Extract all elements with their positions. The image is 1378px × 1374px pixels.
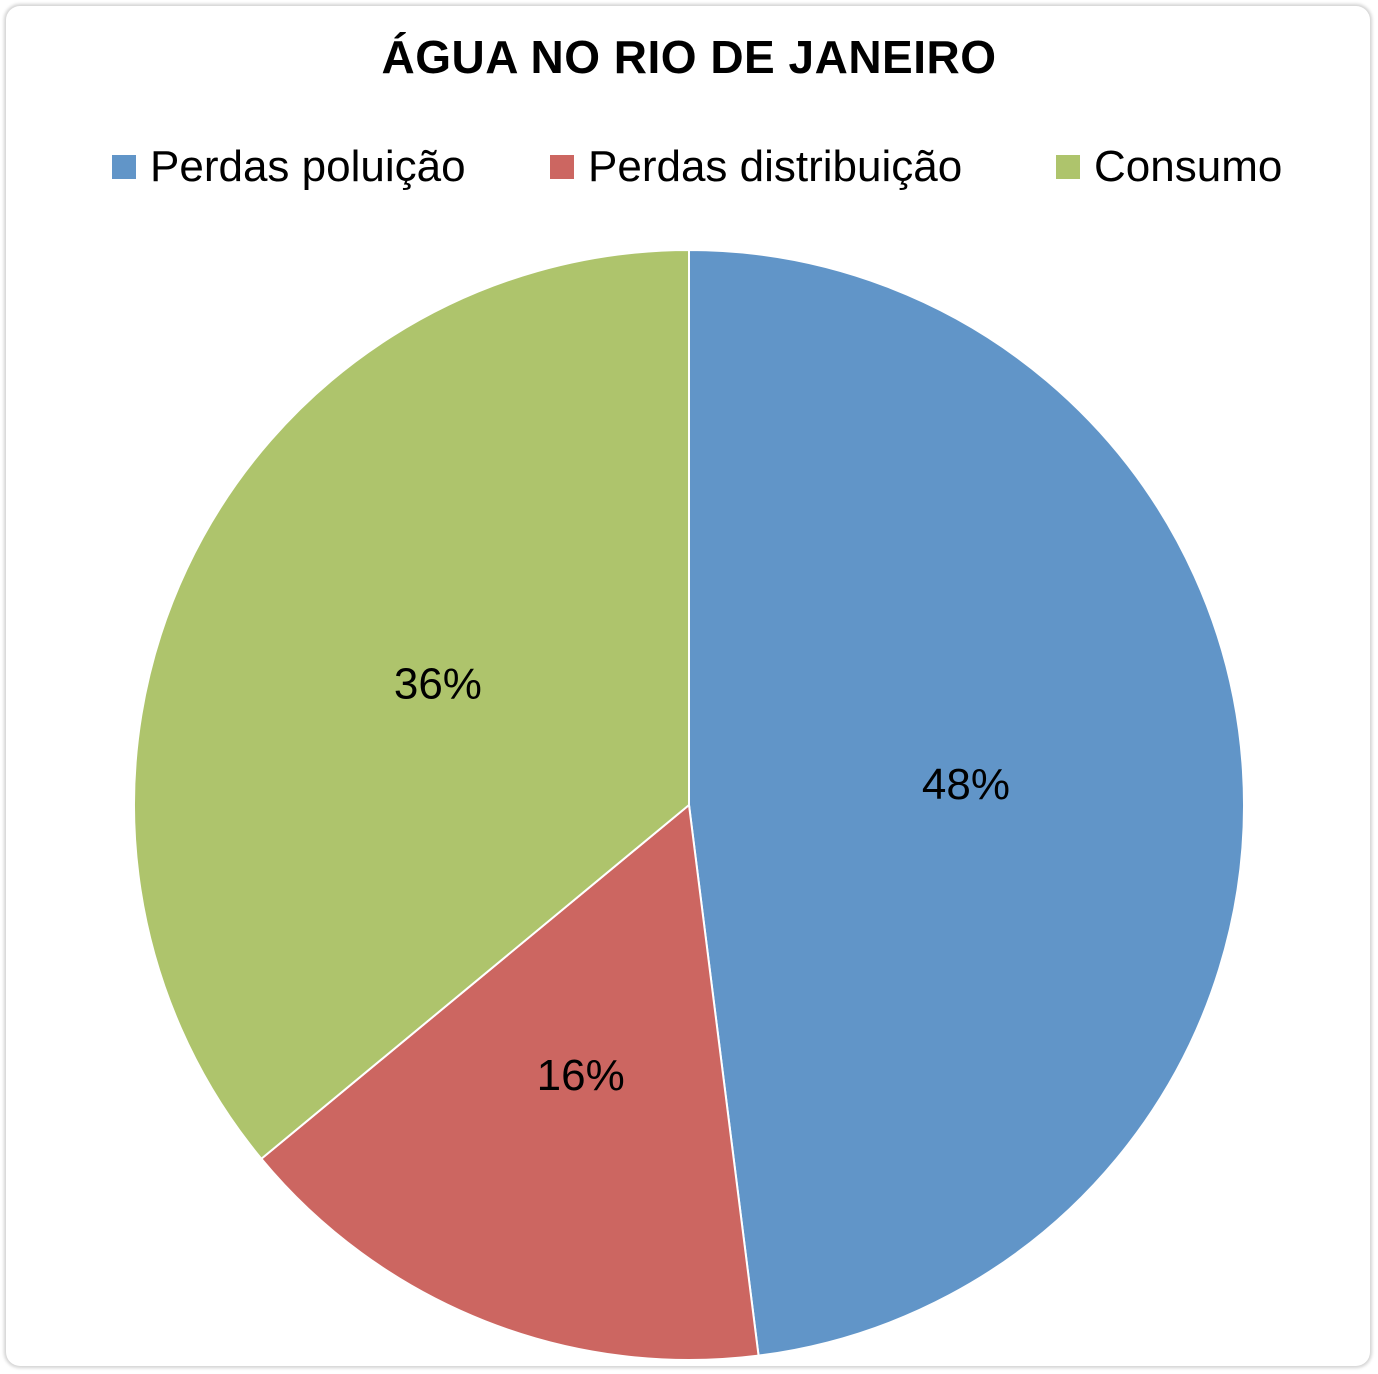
legend-swatch-perdas-poluicao [112, 155, 136, 179]
legend-label-perdas-poluicao: Perdas poluição [150, 142, 466, 191]
legend-swatch-perdas-distribuicao [550, 155, 574, 179]
data-label-consumo: 36% [394, 659, 482, 708]
legend-item-perdas-poluicao: Perdas poluição [112, 142, 466, 192]
legend-label-consumo: Consumo [1094, 142, 1283, 191]
chart-title: ÁGUA NO RIO DE JANEIRO [381, 31, 997, 83]
data-label-perdas-distribuicao: 16% [537, 1051, 625, 1100]
legend-item-consumo: Consumo [1056, 142, 1282, 192]
pie-slice-consumo [133, 248, 690, 1161]
legend-item-perdas-distribuicao: Perdas distribuição [550, 142, 962, 192]
pie-slice-perdas-distribuicao [259, 803, 760, 1361]
pie-slice-perdas-poluicao [688, 248, 1245, 1357]
legend: Perdas poluição Perdas distribuição Cons… [0, 142, 1378, 192]
legend-label-perdas-distribuicao: Perdas distribuição [588, 142, 963, 191]
legend-swatch-consumo [1056, 155, 1080, 179]
data-label-perdas-poluicao: 48% [922, 760, 1010, 809]
